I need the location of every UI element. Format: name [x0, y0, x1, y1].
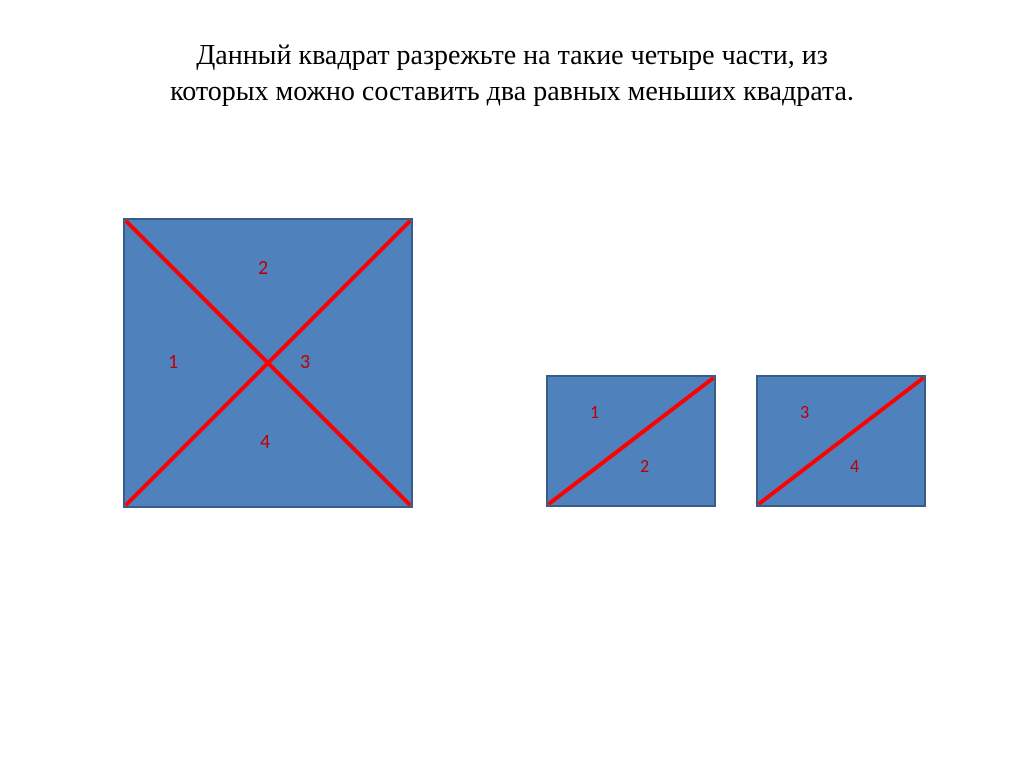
page: Данный квадрат разрежьте на такие четыре… [0, 0, 1024, 767]
big-square-label-4: 4 [260, 430, 270, 454]
page-title: Данный квадрат разрежьте на такие четыре… [0, 38, 1024, 110]
big-square-label-1: 1 [168, 350, 178, 374]
big-square-label-3: 3 [300, 350, 310, 374]
small-a-label-1: 1 [590, 401, 599, 423]
title-line-1: Данный квадрат разрежьте на такие четыре… [0, 38, 1024, 74]
small-square-a [546, 375, 716, 507]
small-b-label-3: 3 [800, 401, 809, 423]
small-b-label-4: 4 [850, 455, 859, 477]
title-line-2: которых можно составить два равных меньш… [0, 74, 1024, 110]
big-square-label-2: 2 [258, 256, 268, 280]
small-a-label-2: 2 [640, 455, 649, 477]
small-square-b [756, 375, 926, 507]
